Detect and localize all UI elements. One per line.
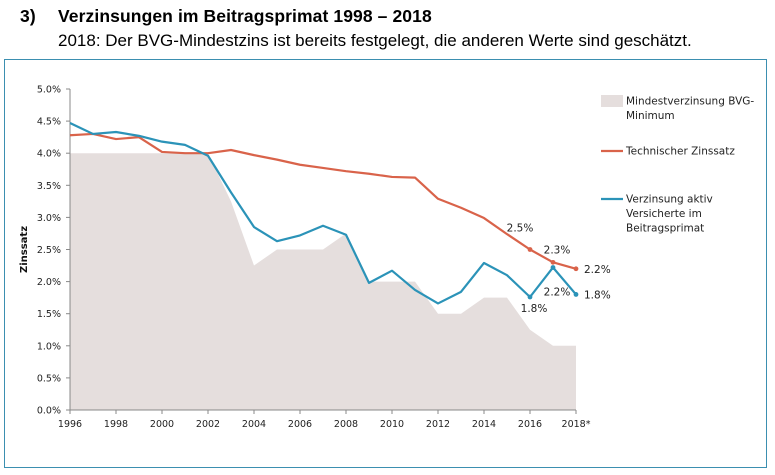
x-tick-label: 2004: [242, 419, 266, 430]
chart-subtitle: 2018: Der BVG-Mindestzins ist bereits fe…: [58, 31, 692, 50]
y-tick-label: 1.0%: [37, 341, 61, 352]
legend-label: Technischer Zinssatz: [625, 146, 735, 158]
data-label: 1.8%: [584, 289, 611, 301]
data-label-layer: 2.5% 2.3% 2.2% 1.8% 2.2% 1.8%: [507, 223, 611, 316]
x-tick-label: 2000: [150, 419, 174, 430]
x-tick-label: 2012: [426, 419, 450, 430]
line-series-verzinsung-aktiv: [69, 122, 577, 305]
x-tick-label: 2002: [196, 419, 220, 430]
data-point-marker: [550, 265, 556, 270]
y-tick-label: 3.5%: [37, 181, 61, 192]
data-label: 1.8%: [521, 303, 548, 315]
x-tick-label: 2008: [334, 419, 358, 430]
data-point-marker: [527, 294, 533, 300]
data-point-marker: [573, 266, 579, 272]
legend: Mindestverzinsung BVG-Minimum Technischer…: [601, 95, 754, 235]
data-point-marker: [573, 292, 579, 297]
y-tick-label: 3.0%: [37, 213, 61, 224]
data-point-marker: [527, 247, 533, 252]
heading-title: Verzinsungen im Beitragsprimat 1998 – 20…: [58, 6, 432, 26]
y-tick-label: 2.5%: [37, 245, 61, 256]
data-label: 2.2%: [544, 286, 571, 298]
y-tick-label: 2.0%: [37, 277, 61, 288]
heading-number: 3): [20, 6, 36, 26]
x-tick-label: 2006: [288, 419, 312, 430]
y-tick-label: 0.5%: [37, 373, 61, 384]
legend-label: Verzinsung aktiv Versicherte im Beitragspr…: [626, 194, 713, 235]
area-series-mindestverzinsung: [70, 153, 576, 410]
x-tick-label: 2016: [518, 419, 542, 430]
axis-layer: 0.0% 0.5% 1.0% 1.5% 2.0% 2.5% 3.0% 3.5% 4.0% 4.5%…: [19, 85, 591, 431]
data-label: 2.2%: [584, 264, 611, 276]
chart-frame: [4, 59, 767, 468]
y-tick-label: 4.5%: [37, 117, 61, 128]
y-axis-label: Zinssatz: [19, 226, 30, 273]
line-layer: [69, 122, 577, 305]
data-label: 2.3%: [544, 244, 571, 256]
data-label: 2.5%: [507, 223, 534, 235]
x-tick-label: 1996: [58, 419, 82, 430]
chart-heading: 3) Verzinsungen im Beitragsprimat 1998 – …: [20, 6, 432, 27]
data-point-marker: [550, 259, 556, 265]
legend-label: Mindestverzinsung BVG-Minimum: [626, 96, 754, 123]
legend-swatch-area: [601, 95, 623, 107]
y-tick-label: 1.5%: [37, 309, 61, 320]
x-tick-label: 2018*: [562, 419, 591, 430]
x-tick-label: 2014: [472, 419, 496, 430]
area-layer: [70, 153, 576, 410]
x-tick-label: 2010: [380, 419, 404, 430]
y-tick-label: 4.0%: [37, 149, 61, 160]
x-tick-label: 1998: [104, 419, 128, 430]
line-series-technischer-zinssatz: [69, 132, 577, 270]
y-tick-label: 0.0%: [37, 406, 61, 417]
y-tick-label: 5.0%: [37, 85, 61, 96]
